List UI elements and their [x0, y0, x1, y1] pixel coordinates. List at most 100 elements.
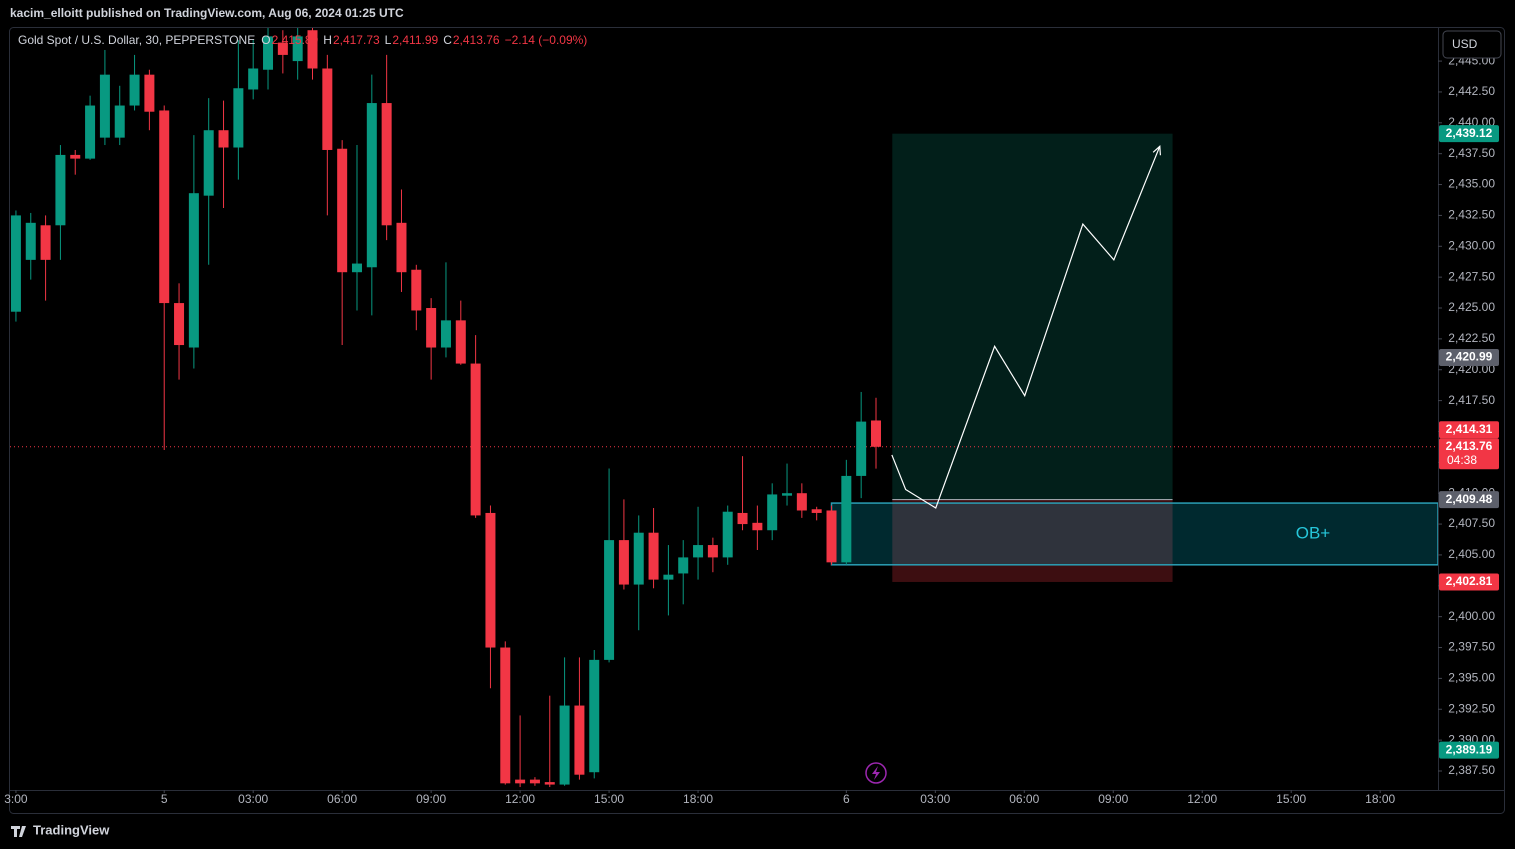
y-tick-label: 2,437.50 — [1448, 146, 1495, 160]
order-block — [830, 502, 1438, 566]
candle-body — [440, 320, 451, 348]
axes: 2,387.502,390.002,392.502,395.002,397.50… — [4, 33, 1499, 806]
price-label: 2,439.12 — [1446, 126, 1493, 140]
candle-body — [381, 103, 392, 226]
lightning-icon[interactable] — [865, 762, 887, 784]
candle-body — [693, 545, 704, 558]
price-label-box — [1439, 741, 1499, 759]
candle-body — [396, 222, 407, 273]
candle-body — [559, 705, 570, 785]
candle-body — [870, 420, 881, 447]
brand: TradingView — [33, 822, 110, 837]
projection-arrowhead — [1152, 144, 1161, 156]
x-tick-label: 09:00 — [1098, 792, 1128, 806]
candle-body — [648, 532, 659, 580]
y-tick-label: 2,395.00 — [1448, 671, 1495, 685]
ohlc-key: C — [443, 33, 452, 47]
y-tick-label: 2,397.50 — [1448, 640, 1495, 654]
x-tick-label: 09:00 — [416, 792, 446, 806]
ohlc-value: 2,415.89 — [272, 33, 319, 47]
x-tick-label: 15:00 — [594, 792, 624, 806]
candle-body — [188, 193, 199, 348]
y-tick-label: 2,387.50 — [1448, 763, 1495, 777]
current-price-label: 2,413.76 — [1446, 439, 1493, 453]
candle-body — [292, 36, 303, 62]
price-label: 2,389.19 — [1446, 742, 1493, 756]
candle-body — [737, 512, 748, 525]
plot: OB+ — [10, 28, 1438, 788]
price-label-box — [1439, 421, 1499, 439]
candle-body — [678, 557, 689, 574]
ohlc-value: 2,417.73 — [333, 33, 380, 47]
candle-body — [782, 493, 793, 496]
ohlc-value: 2,413.76 — [453, 33, 500, 47]
currency[interactable]: USD — [1452, 37, 1478, 51]
candle-body — [411, 269, 422, 311]
y-tick-label: 2,400.00 — [1448, 609, 1495, 623]
projection-path — [891, 146, 1161, 509]
candle-body — [85, 105, 96, 159]
logo-icon — [11, 826, 26, 837]
y-tick-label: 2,425.00 — [1448, 300, 1495, 314]
x-tick-label: 15:00 — [1276, 792, 1306, 806]
candle-body — [203, 130, 214, 196]
candle-body — [826, 510, 837, 563]
candle-body — [604, 540, 615, 660]
x-tick-label: 18:00 — [1365, 792, 1395, 806]
y-tick-label: 2,430.00 — [1448, 238, 1495, 252]
candle-body — [70, 154, 81, 159]
symbol: Gold Spot / U.S. Dollar, 30, PEPPERSTONE — [18, 33, 255, 47]
candle-body — [159, 110, 170, 304]
y-tick-label: 2,392.50 — [1448, 701, 1495, 715]
candle-body — [856, 421, 867, 476]
x-tick-label: 5 — [161, 792, 168, 806]
candle-body — [663, 574, 674, 580]
change: −2.14 (−0.09%) — [505, 33, 588, 47]
target-zone — [892, 133, 1173, 500]
price-label: 2,420.99 — [1446, 350, 1493, 364]
y-tick-label: 2,442.50 — [1448, 84, 1495, 98]
candle-body — [796, 493, 807, 511]
currency-button[interactable] — [1442, 30, 1502, 59]
y-tick-label: 2,422.50 — [1448, 331, 1495, 345]
countdown: 04:38 — [1447, 453, 1477, 467]
candle-body — [589, 659, 600, 773]
price-label: 2,409.48 — [1446, 492, 1493, 506]
current-price-box — [1439, 438, 1499, 470]
candle-body — [10, 215, 21, 312]
candle-body — [144, 74, 155, 112]
price-label-box — [1439, 573, 1499, 591]
candle-body — [218, 130, 229, 148]
candle-body — [470, 363, 481, 516]
ohlc-key: O — [261, 33, 270, 47]
price-label-box — [1439, 125, 1499, 143]
ohlc-value: 2,411.99 — [392, 33, 438, 47]
candle-body — [40, 225, 51, 260]
candle-body — [114, 105, 125, 138]
candle-body — [485, 512, 496, 648]
y-tick-label: 2,435.00 — [1448, 177, 1495, 191]
candle-body — [529, 779, 540, 784]
candle-body — [707, 545, 718, 558]
candle-body — [351, 263, 362, 273]
y-tick-label: 2,407.50 — [1448, 516, 1495, 530]
x-tick-label: 18:00 — [683, 792, 713, 806]
candle-body — [55, 154, 66, 226]
candle-body — [277, 42, 288, 55]
x-tick-label: 06:00 — [327, 792, 357, 806]
candle-body — [322, 68, 333, 150]
candle-body — [515, 779, 526, 784]
y-tick-label: 2,427.50 — [1448, 269, 1495, 283]
candle-body — [25, 222, 36, 260]
candle-body — [426, 308, 437, 348]
candle-body — [263, 36, 274, 70]
price-label: 2,402.81 — [1446, 574, 1493, 588]
chart-frame — [9, 27, 1505, 814]
x-tick-label: 06:00 — [1009, 792, 1039, 806]
y-tick-label: 2,405.00 — [1448, 547, 1495, 561]
candle-body — [752, 522, 763, 531]
candle-body — [129, 74, 140, 106]
price-label-box — [1439, 491, 1499, 509]
price-label: 2,414.31 — [1446, 422, 1493, 436]
candle-body — [500, 647, 511, 784]
